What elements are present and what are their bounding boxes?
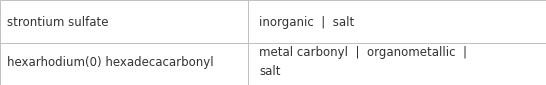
Text: strontium sulfate: strontium sulfate bbox=[7, 16, 108, 29]
Text: inorganic  |  salt: inorganic | salt bbox=[259, 16, 354, 29]
Text: hexarhodium(0) hexadecacarbonyl: hexarhodium(0) hexadecacarbonyl bbox=[7, 56, 213, 69]
Text: metal carbonyl  |  organometallic  |: metal carbonyl | organometallic | bbox=[259, 46, 467, 59]
Text: salt: salt bbox=[259, 65, 281, 78]
